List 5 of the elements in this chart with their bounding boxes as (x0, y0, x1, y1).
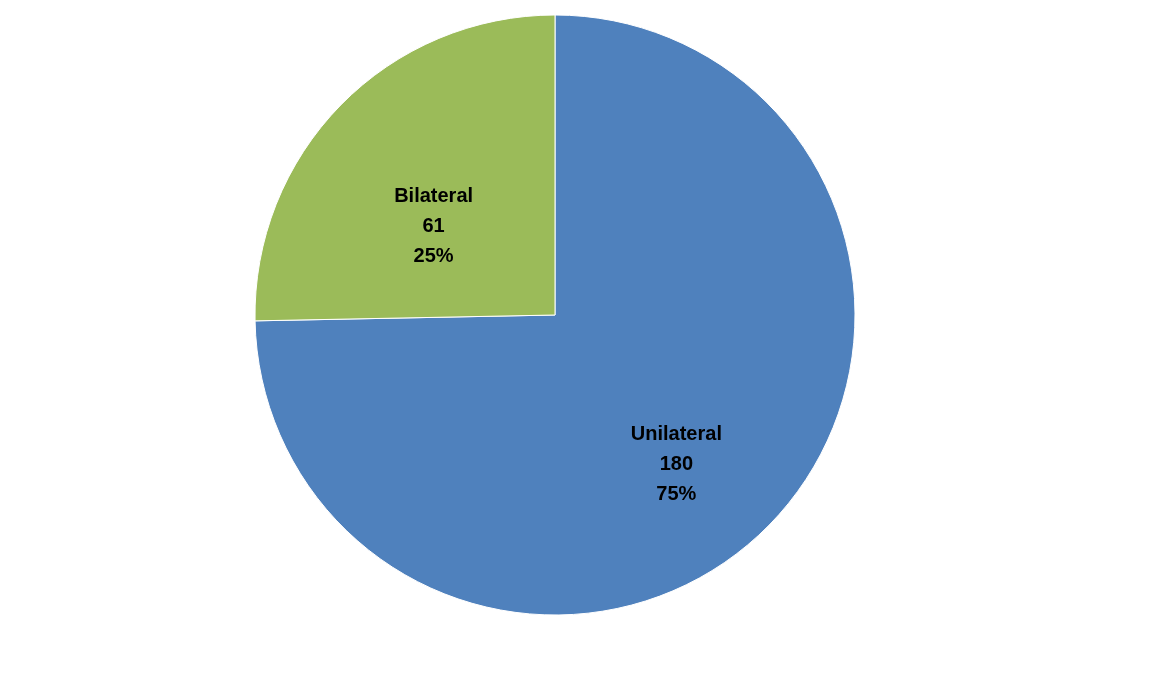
pie-slice (254, 14, 856, 616)
data-label: 180 75% (656, 452, 697, 505)
slice-label: Unilateral (630, 422, 722, 445)
data-label: 61 25% (413, 213, 454, 266)
slice-label: Bilateral (394, 183, 474, 206)
